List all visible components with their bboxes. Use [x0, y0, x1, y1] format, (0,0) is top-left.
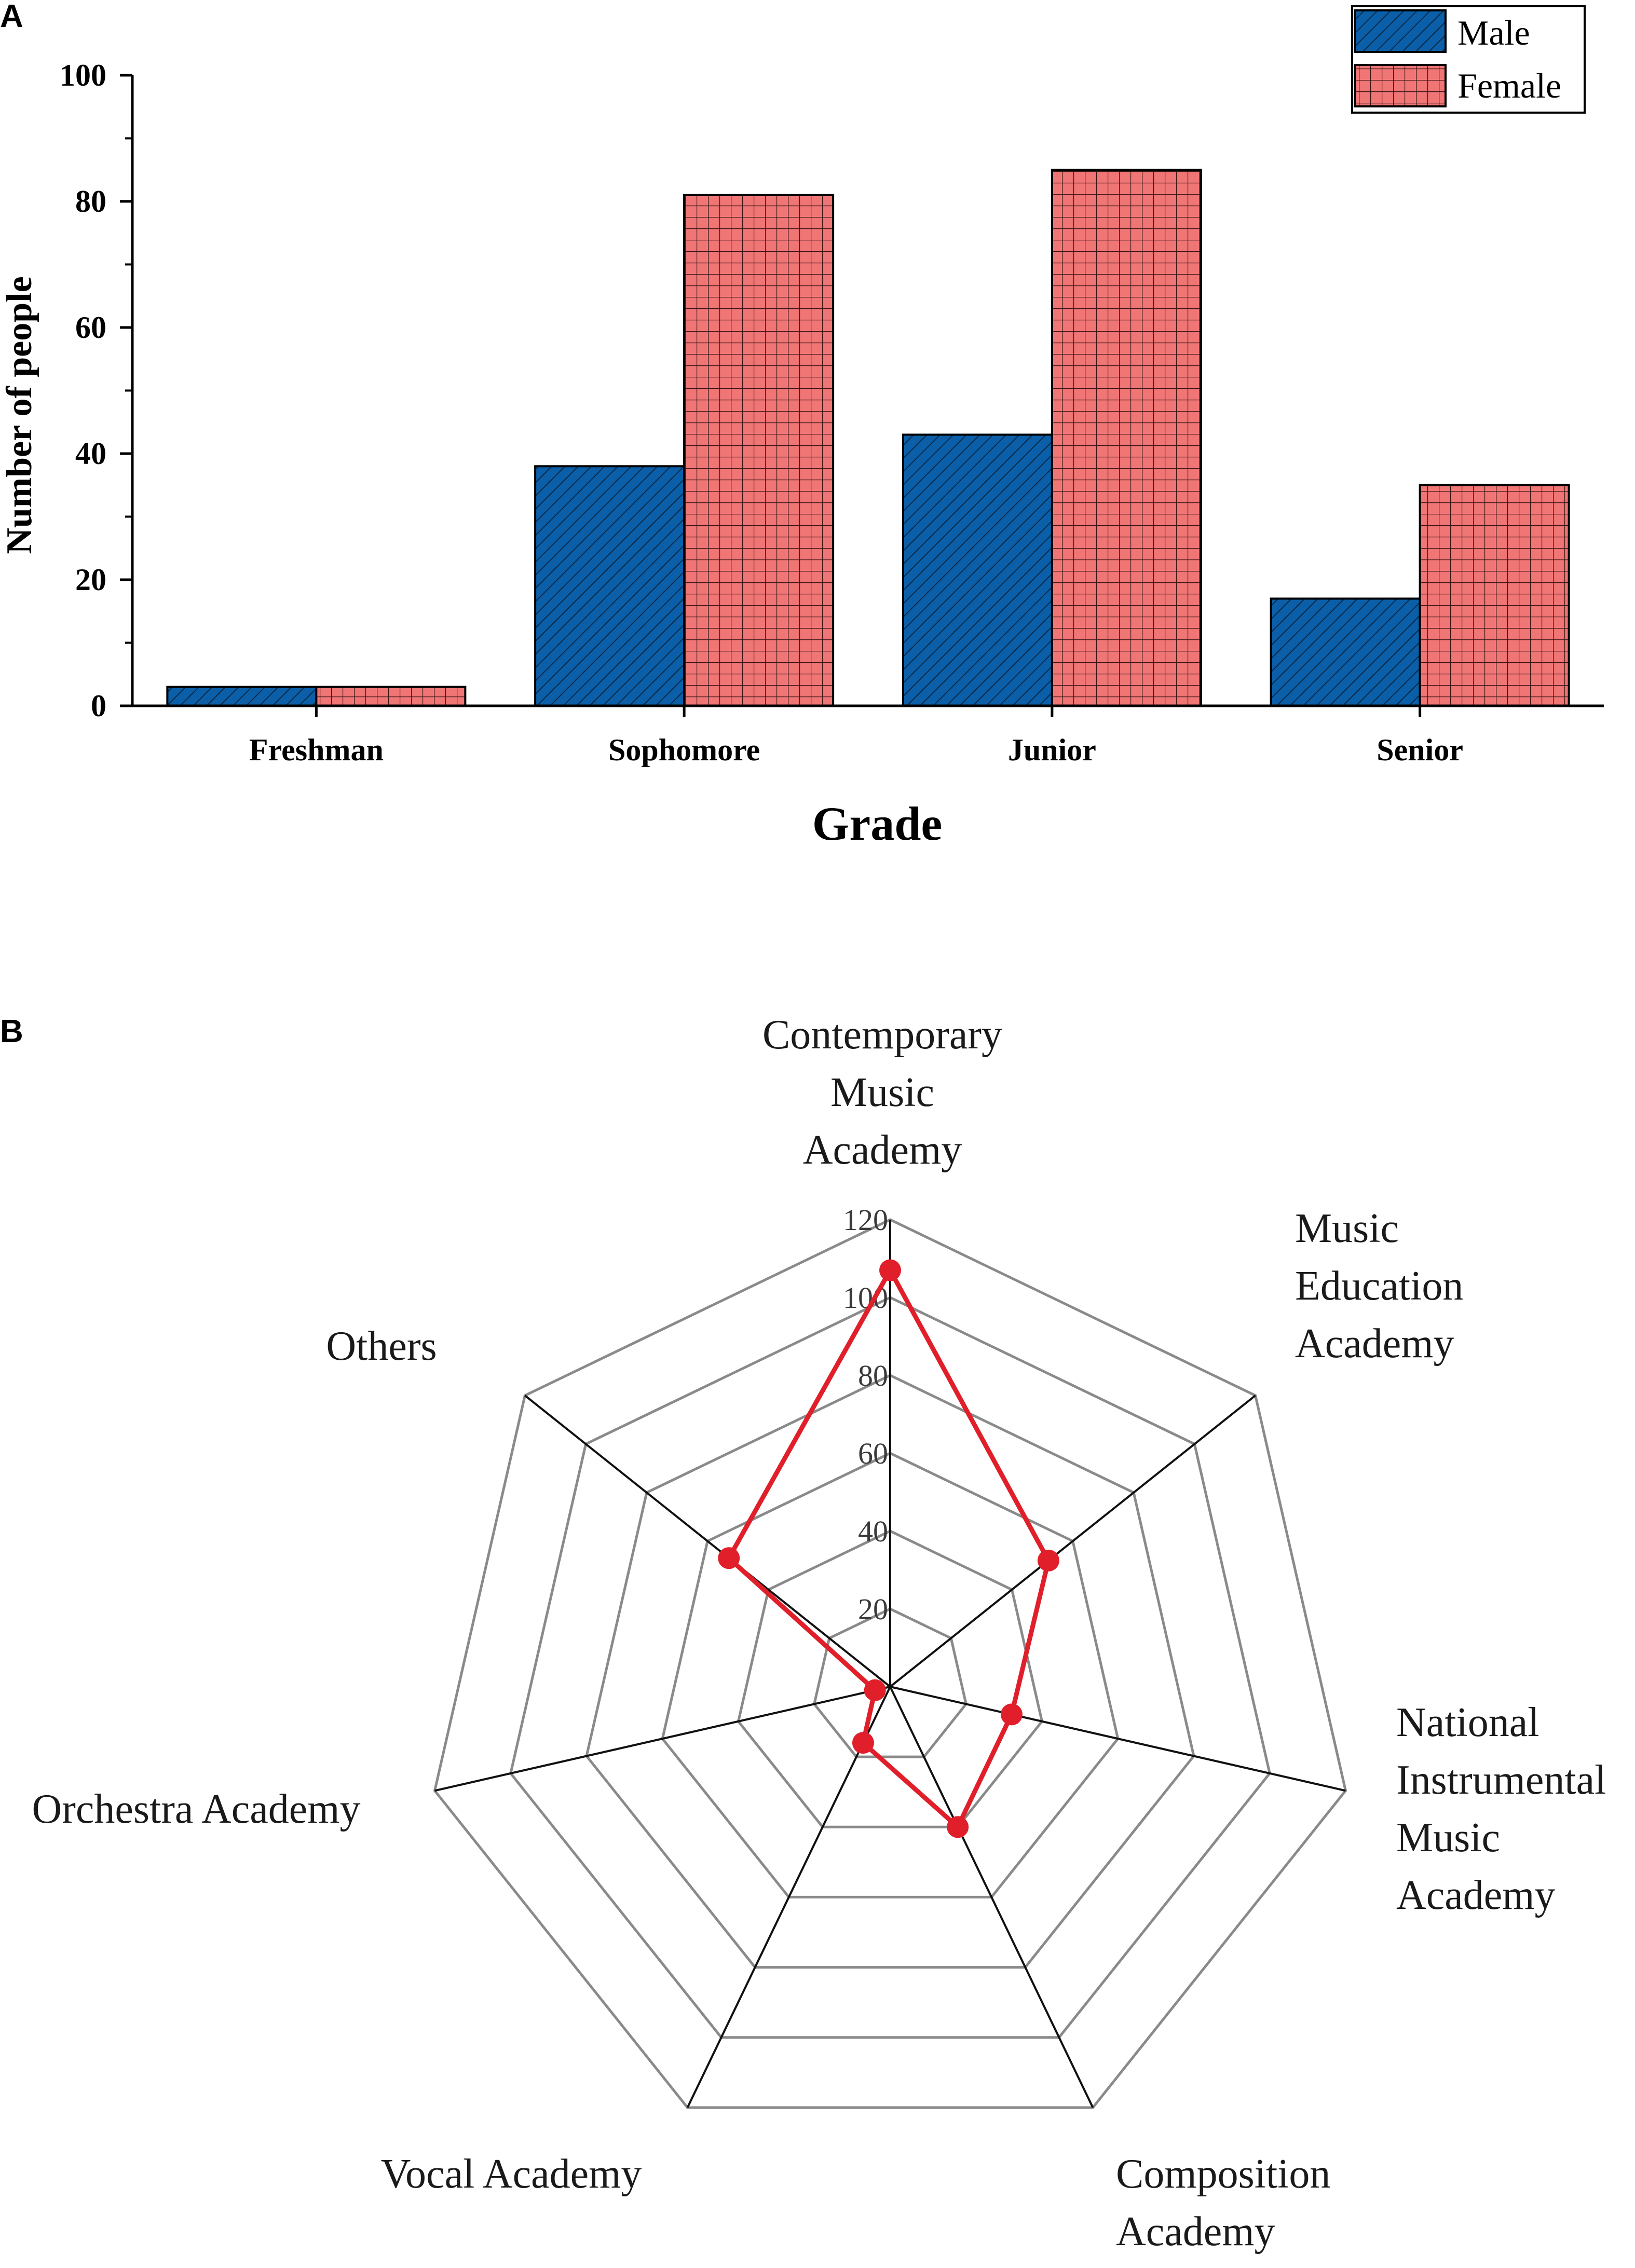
- y-tick-label: 60: [75, 310, 106, 345]
- y-tick-label: 100: [60, 58, 106, 92]
- y-axis-title: Number of people: [0, 276, 39, 554]
- legend-label-female: Female: [1457, 66, 1561, 105]
- radar-tick-label: 20: [858, 1592, 888, 1626]
- radar-grid: [433, 1218, 1347, 2109]
- bar-female: [315, 686, 467, 707]
- bar-female: [1051, 169, 1202, 707]
- radar-tick-label: 40: [858, 1514, 888, 1548]
- radar-tick-label: 60: [858, 1437, 888, 1470]
- radar-axis-label: Contemporary Music Academy: [762, 1012, 1002, 1173]
- radar-axis-label-line: Academy: [1295, 1321, 1454, 1367]
- legend-swatch-female: [1354, 64, 1447, 107]
- radar-series: [718, 1259, 1059, 1838]
- radar-axis-label: Orchestra Academy: [32, 1786, 360, 1832]
- radar-grid-ring: [433, 1218, 1347, 2109]
- bar-male: [1270, 597, 1421, 707]
- radar-axis-labels: Contemporary Music Academy Music Education Ac…: [32, 1012, 1606, 2255]
- radar-axis-label-line: Composition: [1116, 2151, 1330, 2197]
- bar-female: [1419, 484, 1570, 707]
- panel-b-label: B: [0, 1014, 23, 1049]
- bar-male: [166, 686, 318, 707]
- radar-spokes: [434, 1220, 1346, 2108]
- radar-axis-label: Others: [326, 1323, 437, 1369]
- radar-axis-label-line: Music: [830, 1070, 934, 1115]
- bar-male: [534, 465, 686, 707]
- radar-grid-ring: [737, 1529, 1044, 1828]
- radar-axis-label-line: National: [1396, 1700, 1539, 1745]
- bars: [166, 169, 1570, 707]
- radar-spoke: [686, 1686, 891, 2108]
- bar-male: [902, 433, 1053, 707]
- radar-axis-label-line: Contemporary: [762, 1012, 1002, 1058]
- x-axis-tick-labels: Freshman Sophomore Junior Senior: [249, 706, 1463, 767]
- radar-grid-ring: [509, 1296, 1271, 2039]
- legend: Male Female: [1351, 5, 1586, 114]
- radar-axis-label-line: Vocal Academy: [381, 2151, 642, 2197]
- radar-spoke: [889, 1686, 1094, 2108]
- radar-point: [947, 1816, 969, 1838]
- radar-axis-label-line: Orchestra Academy: [32, 1786, 360, 1832]
- radar-axis-label: Composition Academy: [1116, 2151, 1330, 2255]
- radar-axis-label-line: Others: [326, 1323, 437, 1369]
- radar-point: [879, 1259, 901, 1281]
- y-tick-label: 40: [75, 436, 106, 471]
- radar-axis-label-line: Instrumental: [1396, 1757, 1606, 1803]
- radar-axis-label-line: Education: [1295, 1263, 1463, 1309]
- x-tick-label: Junior: [1008, 733, 1096, 767]
- radar-grid-ring: [661, 1452, 1120, 1898]
- radar-point: [852, 1732, 874, 1754]
- radar-axis-label-line: Academy: [1396, 1873, 1556, 1918]
- bar-female: [683, 194, 835, 707]
- y-tick-label: 0: [91, 689, 106, 723]
- x-tick-label: Freshman: [249, 733, 384, 767]
- radar-spoke: [890, 1686, 1346, 1792]
- radar-axis-label-line: Academy: [1116, 2209, 1275, 2255]
- radar-spoke: [434, 1686, 891, 1792]
- radar-axis-label: Vocal Academy: [381, 2151, 642, 2197]
- radar-spoke: [889, 1395, 1256, 1688]
- panel-a-label: A: [0, 0, 23, 34]
- legend-swatch-male: [1354, 9, 1447, 53]
- radar-series-line: [726, 1268, 1051, 1829]
- radar-tick-label: 80: [858, 1359, 888, 1392]
- radar-axis-label-line: Music: [1295, 1206, 1399, 1251]
- radar-axis-label: National Instrumental Music Academy: [1396, 1700, 1606, 1918]
- x-tick-label: Senior: [1377, 733, 1463, 767]
- y-tick-label: 80: [75, 184, 106, 218]
- radar-point: [1000, 1703, 1023, 1726]
- x-tick-label: Sophomore: [608, 733, 760, 767]
- radar-axis-label: Music Education Academy: [1295, 1206, 1463, 1367]
- radar-point: [718, 1547, 740, 1569]
- radar-point: [864, 1679, 886, 1701]
- radar-axis-label-line: Academy: [803, 1127, 962, 1173]
- legend-label-male: Male: [1457, 13, 1530, 52]
- radar-axis-label-line: Music: [1396, 1815, 1500, 1861]
- y-tick-label: 20: [75, 563, 106, 597]
- radar-tick-label: 120: [843, 1203, 888, 1237]
- x-axis-title: Grade: [812, 797, 942, 850]
- y-axis-ticks: 0 20 40 60 80 100: [60, 58, 132, 723]
- radar-point: [1037, 1549, 1059, 1572]
- radar-grid-ring: [585, 1374, 1195, 1969]
- bar-chart-panel: A 0 20 40 60 80 100 Freshman Sophomore Junior Se…: [0, 0, 1604, 850]
- radar-spoke: [524, 1395, 891, 1688]
